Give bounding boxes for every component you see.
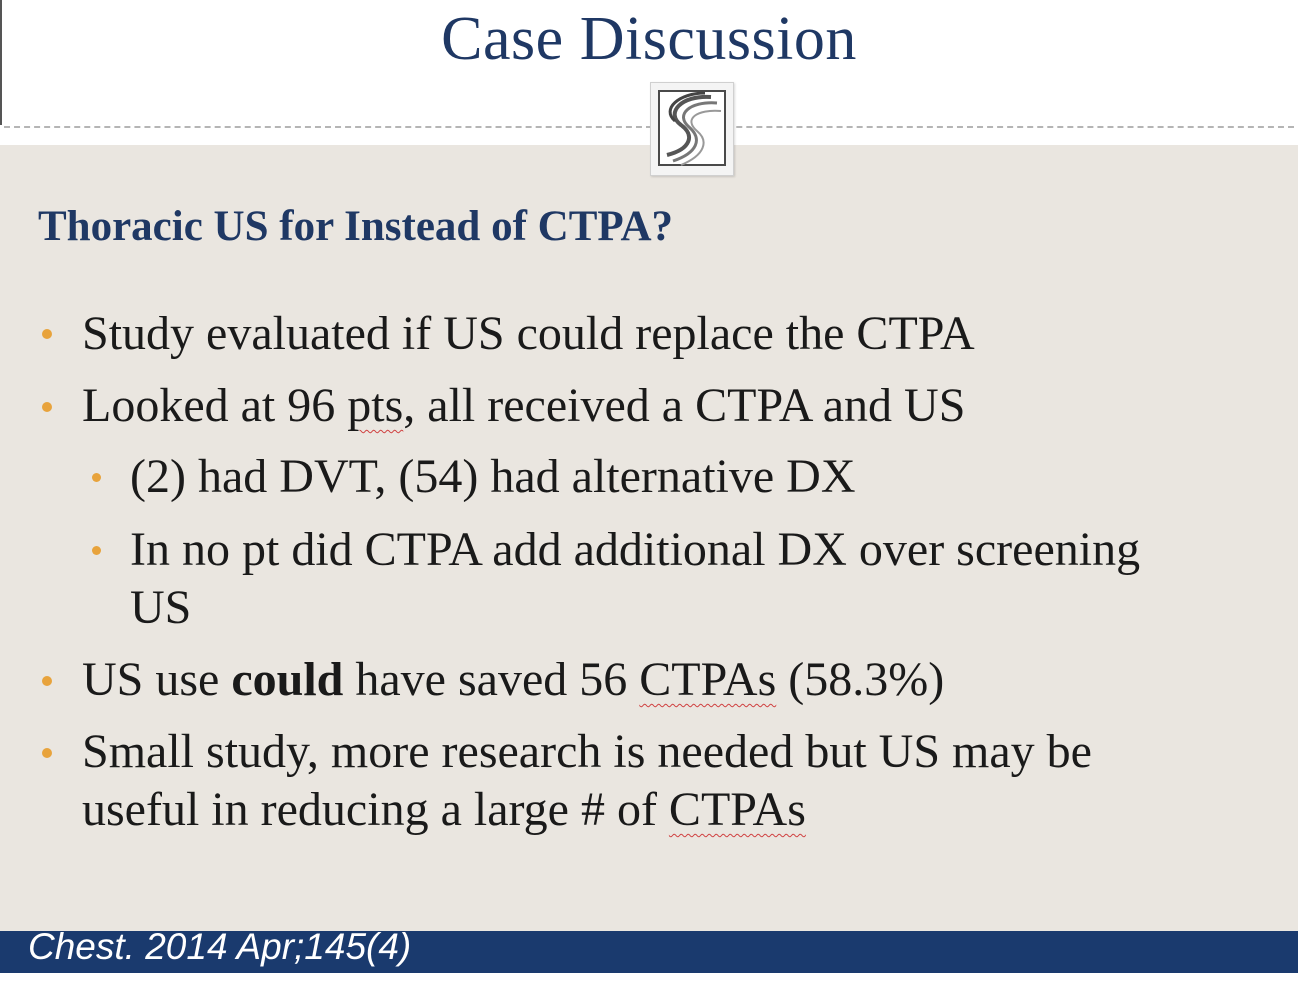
spellcheck-word: CTPAs [639, 653, 777, 706]
sub-bullet-dot [92, 546, 101, 555]
dashed-divider [4, 126, 1294, 128]
bullet-item: US use could have saved 56 CTPAs (58.3%) [82, 651, 944, 709]
spellcheck-word: CTPAs [668, 783, 806, 836]
bullet-item: Study evaluated if US could replace the … [82, 307, 975, 360]
sub-bullet-item: In no pt did CTPA add additional DX over… [130, 523, 1141, 576]
spellcheck-word: pts [347, 379, 404, 432]
bullet-item-cont: useful in reducing a large # of CTPAs [82, 781, 806, 839]
bullet-item: Small study, more research is needed but… [82, 725, 1092, 778]
citation: Chest. 2014 Apr;145(4) [28, 926, 412, 967]
bottom-strip [0, 973, 1298, 988]
bullet-item: Looked at 96 pts, all received a CTPA an… [82, 377, 965, 435]
sub-bullet-item: (2) had DVT, (54) had alternative DX [130, 450, 856, 503]
bullet-text: US use [82, 653, 232, 706]
bullet-text: (58.3%) [776, 653, 945, 706]
stylized-s-logo-icon [650, 82, 734, 176]
bullet-dot [42, 676, 52, 686]
slide-subheading: Thoracic US for Instead of CTPA? [38, 203, 674, 250]
bullet-dot [42, 402, 52, 412]
slide-title: Case Discussion [441, 5, 857, 73]
bullet-dot [42, 748, 52, 758]
sub-bullet-item-cont: US [130, 581, 192, 634]
bullet-dot [42, 329, 52, 339]
slide-header [0, 0, 1298, 145]
footer-bar [0, 931, 1298, 973]
sub-bullet-dot [92, 473, 101, 482]
bullet-bold-text: could [231, 653, 344, 706]
slide-content-area [0, 145, 1298, 931]
bullet-text: have saved 56 [343, 653, 640, 706]
bullet-text: Looked at 96 [82, 379, 348, 432]
bullet-text: , all received a CTPA and US [403, 379, 966, 432]
bullet-text: useful in reducing a large # of [82, 783, 669, 836]
left-border [0, 0, 2, 125]
